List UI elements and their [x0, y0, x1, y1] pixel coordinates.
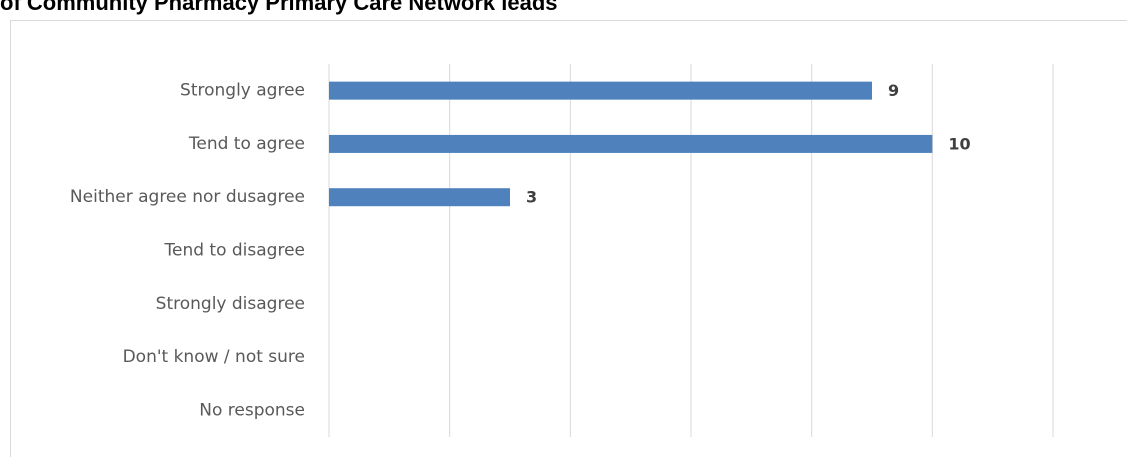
y-tick-label: Tend to agree — [188, 134, 305, 154]
y-tick-label: Neither agree nor dusagree — [70, 187, 305, 207]
value-label: 9 — [888, 81, 899, 100]
value-label: 3 — [526, 188, 537, 207]
bar — [329, 188, 510, 207]
value-label: 10 — [948, 134, 970, 153]
chart-title: of Community Pharmacy Primary Care Netwo… — [0, 0, 558, 15]
y-tick-label: Don't know / not sure — [123, 347, 305, 367]
y-tick-label: Tend to disagree — [163, 241, 305, 261]
bar — [329, 81, 872, 100]
y-tick-label: No response — [199, 400, 305, 420]
bar — [329, 134, 933, 153]
y-tick-label: Strongly disagree — [156, 294, 305, 314]
y-tick-label: Strongly agree — [180, 81, 305, 101]
